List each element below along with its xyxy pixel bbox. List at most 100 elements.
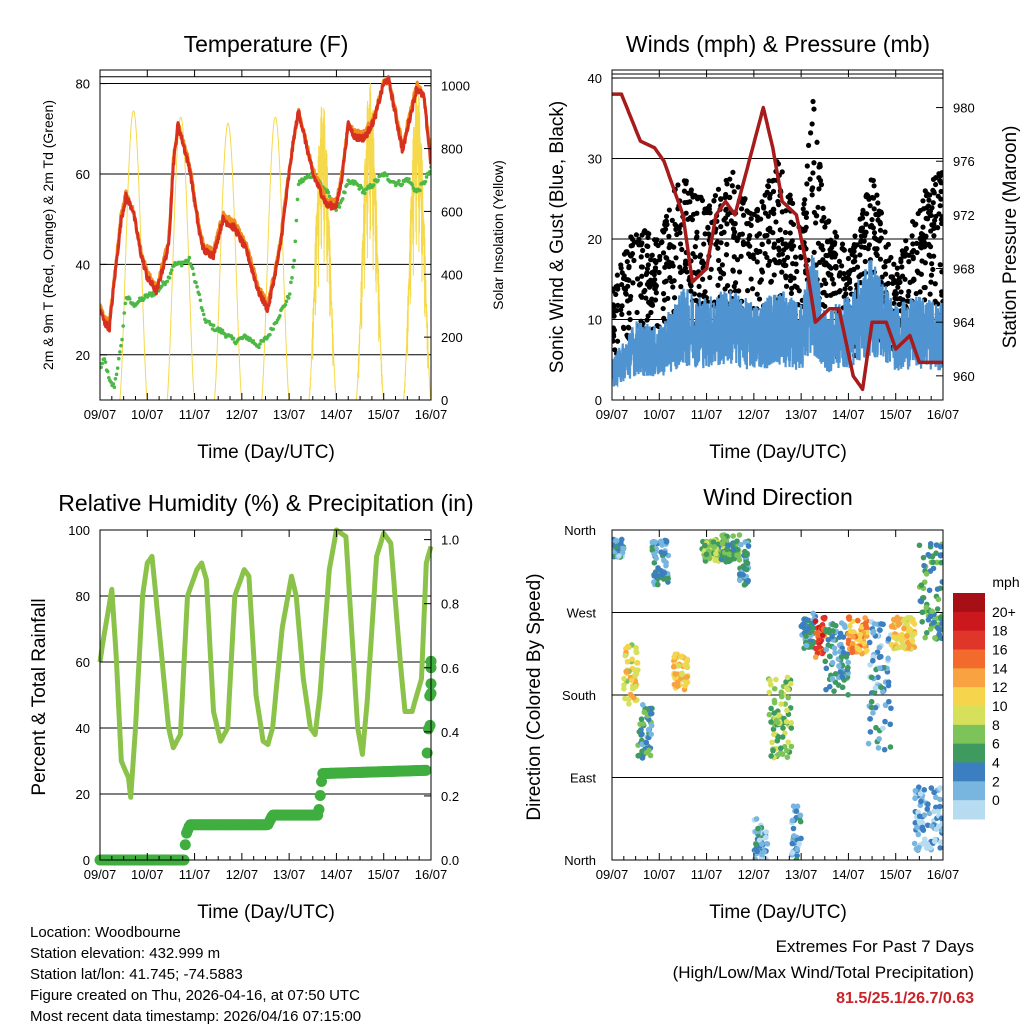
dewpoint-point [359,185,364,190]
direction-point [868,674,875,681]
direction-point [938,559,943,566]
gust-point [883,244,889,250]
direction-point [787,680,794,687]
gust-point [755,217,761,223]
y-tick-label: 20 [588,232,602,247]
gust-point [886,258,892,264]
direction-point [915,784,922,790]
dewpoint-point [337,205,342,209]
gust-point [792,283,798,289]
dewpoint-point [291,265,295,269]
gust-point [775,198,781,205]
direction-point [855,617,861,624]
direction-point [726,551,732,557]
direction-point [888,705,894,712]
gust-point [648,279,654,286]
direction-point [622,695,628,702]
temperature-x-label: Time (Day/UTC) [197,442,335,463]
gust-point [690,194,696,200]
x-tick-label: 12/07 [738,407,771,422]
gust-point [671,244,677,250]
direction-point [837,669,844,675]
station-location: Location: Woodbourne [30,924,181,941]
direction-point [767,677,773,684]
direction-point [935,626,942,633]
gust-point [666,207,672,213]
colorbar-swatch [953,762,985,782]
gust-point [644,270,650,276]
temperature-frame [99,69,432,401]
y2-tick-label: 0.0 [441,853,459,868]
gust-point [939,269,943,275]
direction-point [771,685,778,692]
direction-point [771,699,778,706]
direction-point [935,596,942,603]
humidity-y-label: Percent & Total Rainfall [29,598,50,795]
gust-point [732,288,739,294]
direction-point [640,701,646,708]
gust-point [861,238,867,244]
gust-point [868,222,875,229]
direction-point [783,679,789,685]
gust-point [828,292,834,298]
dewpoint-point [211,323,216,328]
direction-point [880,725,886,732]
station-info: Location: Woodbourne Station elevation: … [30,922,361,1027]
gust-point [620,324,627,330]
gust-point [859,211,866,217]
gust-point [665,295,671,302]
gust-point [765,183,772,190]
gust-point [931,233,937,239]
gust-point [612,333,617,339]
gust-point [891,261,897,267]
direction-point [899,635,905,642]
direction-point [640,720,646,727]
direction-point [684,658,691,665]
dewpoint-point [191,272,196,277]
direction-point [847,628,854,634]
pressure-y2-label: Station Pressure (Maroon) [1000,126,1021,349]
gust-point [898,289,904,295]
y2-tick-label: 1000 [441,79,470,94]
gust-point [783,244,790,250]
direction-point [924,841,931,847]
direction-point [872,704,879,711]
direction-point [868,704,875,711]
gust-point [894,296,900,302]
gust-point [688,283,694,289]
direction-point [882,718,888,725]
y-tick-label: 0 [595,393,602,408]
dewpoint-point [112,385,117,390]
solar-insolation-line [100,82,431,400]
direction-point [777,745,784,751]
gust-point [782,229,789,236]
direction-point [671,681,678,688]
gust-point [678,284,684,290]
gust-point [747,243,753,249]
direction-point [845,664,851,671]
gust-point [788,290,795,296]
gust-point [874,252,880,258]
gust-point [771,272,777,278]
gust-point [938,188,943,195]
gust-point [669,217,675,223]
direction-point [745,577,751,584]
gust-point [811,209,817,216]
figure-created: Figure created on Thu, 2026-04-16, at 07… [30,987,360,1004]
gust-point [841,294,847,300]
direction-point [803,617,810,623]
gust-point [612,302,616,308]
gust-point [906,252,912,258]
y-tick-label: 80 [76,589,90,604]
gust-point [787,230,793,236]
direction-point [816,637,822,644]
direction-point [773,717,780,724]
gust-point [826,218,832,224]
y-tick-label: 80 [76,77,90,92]
gust-point [737,231,743,238]
gust-point [728,218,734,224]
direction-point [768,753,774,759]
gust-point [840,276,847,282]
gust-point [644,266,650,272]
gust-point [906,259,912,265]
